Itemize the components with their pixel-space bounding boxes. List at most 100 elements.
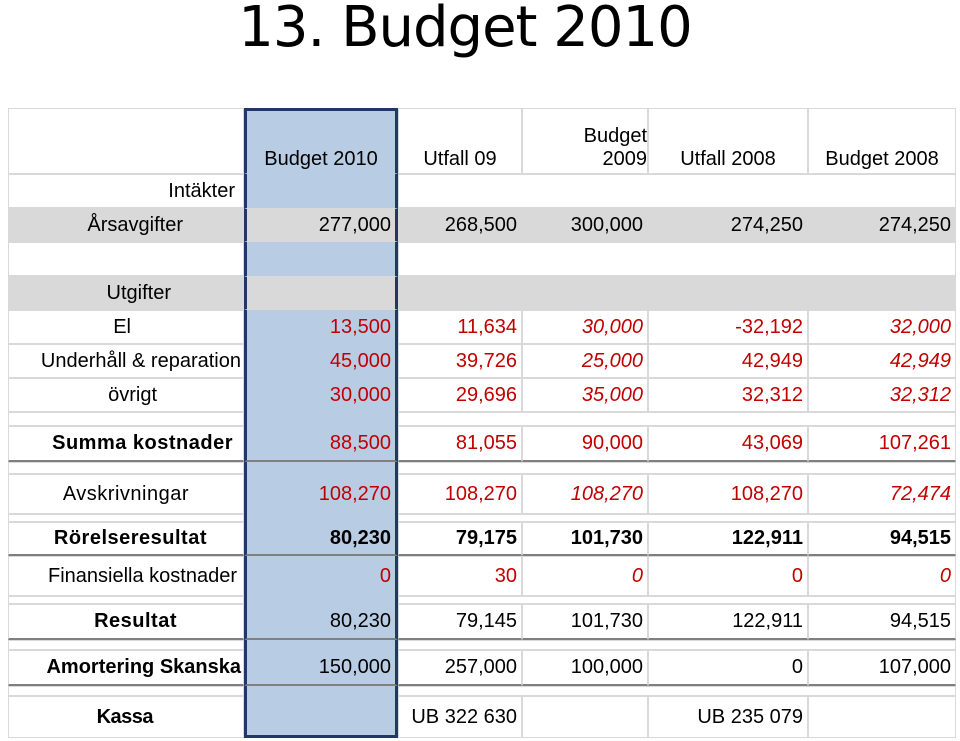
row-label-underhall: Underhåll & reparation	[8, 344, 244, 378]
utgifter-empty	[398, 276, 956, 310]
row-label-resultat: Resultat	[8, 604, 244, 640]
spacer-row	[8, 242, 244, 276]
kassa-utfall-09: UB 322 630	[398, 696, 522, 738]
header-budget-2008: Budget 2008	[808, 108, 956, 174]
ovrigt-utfall-2008: 32,312	[648, 378, 808, 412]
summa-budget-2009: 90,000	[522, 426, 648, 462]
page-title: 13. Budget 2010	[238, 0, 693, 60]
underhall-budget-2009: 25,000	[522, 344, 648, 378]
underhall-budget-2010: 45,000	[244, 344, 398, 378]
arsavgifter-budget-2010: 277,000	[244, 208, 398, 242]
kassa-budget-2010	[244, 696, 398, 738]
resultat-utfall-09: 79,145	[398, 604, 522, 640]
spacer-row-5	[8, 596, 244, 604]
spacer-values-4	[398, 514, 956, 522]
spacer-values-5	[398, 596, 956, 604]
spacer-row-2	[8, 412, 244, 426]
intakter-budget-2010	[244, 174, 398, 208]
avskrivningar-budget-2008: 72,474	[808, 474, 956, 514]
row-label-kassa: Kassa	[8, 696, 244, 738]
kassa-utfall-2008: UB 235 079	[648, 696, 808, 738]
row-label-amortering-skanska: Amortering Skanska	[8, 650, 244, 686]
underhall-utfall-09: 39,726	[398, 344, 522, 378]
spacer-values	[398, 242, 956, 276]
underhall-budget-2008: 42,949	[808, 344, 956, 378]
spacer-row-6	[8, 640, 244, 650]
summa-budget-2008: 107,261	[808, 426, 956, 462]
ovrigt-budget-2008: 32,312	[808, 378, 956, 412]
intakter-empty	[398, 174, 956, 208]
row-label-el: El	[8, 310, 244, 344]
summa-budget-2010: 88,500	[244, 426, 398, 462]
avskrivningar-budget-2009: 108,270	[522, 474, 648, 514]
finansiella-budget-2010: 0	[244, 556, 398, 596]
spacer-values-6	[398, 640, 956, 650]
header-utfall-2008: Utfall 2008	[648, 108, 808, 174]
arsavgifter-budget-2008: 274,250	[808, 208, 956, 242]
header-budget-2009-line1: Budget	[583, 125, 647, 147]
arsavgifter-utfall-09: 268,500	[398, 208, 522, 242]
avskrivningar-budget-2010: 108,270	[244, 474, 398, 514]
finansiella-budget-2009: 0	[522, 556, 648, 596]
row-label-intakter: Intäkter	[8, 174, 244, 208]
spacer-budget-2010	[244, 242, 398, 276]
utgifter-budget-2010	[244, 276, 398, 310]
row-label-avskrivningar: Avskrivningar	[8, 474, 244, 514]
finansiella-utfall-2008: 0	[648, 556, 808, 596]
resultat-utfall-2008: 122,911	[648, 604, 808, 640]
row-label-summa-kostnader: Summa kostnader	[8, 426, 244, 462]
spacer-row-7	[8, 686, 244, 696]
row-label-finansiella-kostnader: Finansiella kostnader	[8, 556, 244, 596]
el-budget-2009: 30,000	[522, 310, 648, 344]
amortering-budget-2008: 107,000	[808, 650, 956, 686]
spacer-budget-2010-3	[244, 462, 398, 474]
ovrigt-utfall-09: 29,696	[398, 378, 522, 412]
header-empty-cell	[8, 108, 244, 174]
el-utfall-2008: -32,192	[648, 310, 808, 344]
el-utfall-09: 11,634	[398, 310, 522, 344]
kassa-budget-2008	[808, 696, 956, 738]
budget-table: Budget 2010 Utfall 09 Budget 2009 Utfall…	[8, 108, 956, 738]
header-utfall-09: Utfall 09	[398, 108, 522, 174]
underhall-utfall-2008: 42,949	[648, 344, 808, 378]
spacer-budget-2010-5	[244, 596, 398, 604]
header-budget-2009-line2: 2009	[602, 148, 648, 170]
spacer-budget-2010-2	[244, 412, 398, 426]
ovrigt-budget-2010: 30,000	[244, 378, 398, 412]
rorelse-budget-2008: 94,515	[808, 522, 956, 556]
spacer-row-4	[8, 514, 244, 522]
ovrigt-budget-2009: 35,000	[522, 378, 648, 412]
header-budget-2010: Budget 2010	[244, 108, 398, 174]
el-budget-2010: 13,500	[244, 310, 398, 344]
spacer-budget-2010-6	[244, 640, 398, 650]
kassa-budget-2009	[522, 696, 648, 738]
row-label-rorelseresultat: Rörelseresultat	[8, 522, 244, 556]
spacer-values-3	[398, 462, 956, 474]
row-label-utgifter: Utgifter	[8, 276, 244, 310]
finansiella-utfall-09: 30	[398, 556, 522, 596]
arsavgifter-utfall-2008: 274,250	[648, 208, 808, 242]
row-label-arsavgifter: Årsavgifter	[8, 208, 244, 242]
rorelse-budget-2009: 101,730	[522, 522, 648, 556]
avskrivningar-utfall-09: 108,270	[398, 474, 522, 514]
spacer-row-3	[8, 462, 244, 474]
amortering-utfall-09: 257,000	[398, 650, 522, 686]
resultat-budget-2009: 101,730	[522, 604, 648, 640]
el-budget-2008: 32,000	[808, 310, 956, 344]
arsavgifter-budget-2009: 300,000	[522, 208, 648, 242]
rorelse-utfall-09: 79,175	[398, 522, 522, 556]
amortering-budget-2010: 150,000	[244, 650, 398, 686]
summa-utfall-2008: 43,069	[648, 426, 808, 462]
finansiella-budget-2008: 0	[808, 556, 956, 596]
row-label-ovrigt: övrigt	[8, 378, 244, 412]
resultat-budget-2010: 80,230	[244, 604, 398, 640]
spacer-budget-2010-4	[244, 514, 398, 522]
rorelse-budget-2010: 80,230	[244, 522, 398, 556]
spacer-budget-2010-7	[244, 686, 398, 696]
avskrivningar-utfall-2008: 108,270	[648, 474, 808, 514]
amortering-budget-2009: 100,000	[522, 650, 648, 686]
spacer-values-2	[398, 412, 956, 426]
summa-utfall-09: 81,055	[398, 426, 522, 462]
resultat-budget-2008: 94,515	[808, 604, 956, 640]
spacer-values-7	[398, 686, 956, 696]
